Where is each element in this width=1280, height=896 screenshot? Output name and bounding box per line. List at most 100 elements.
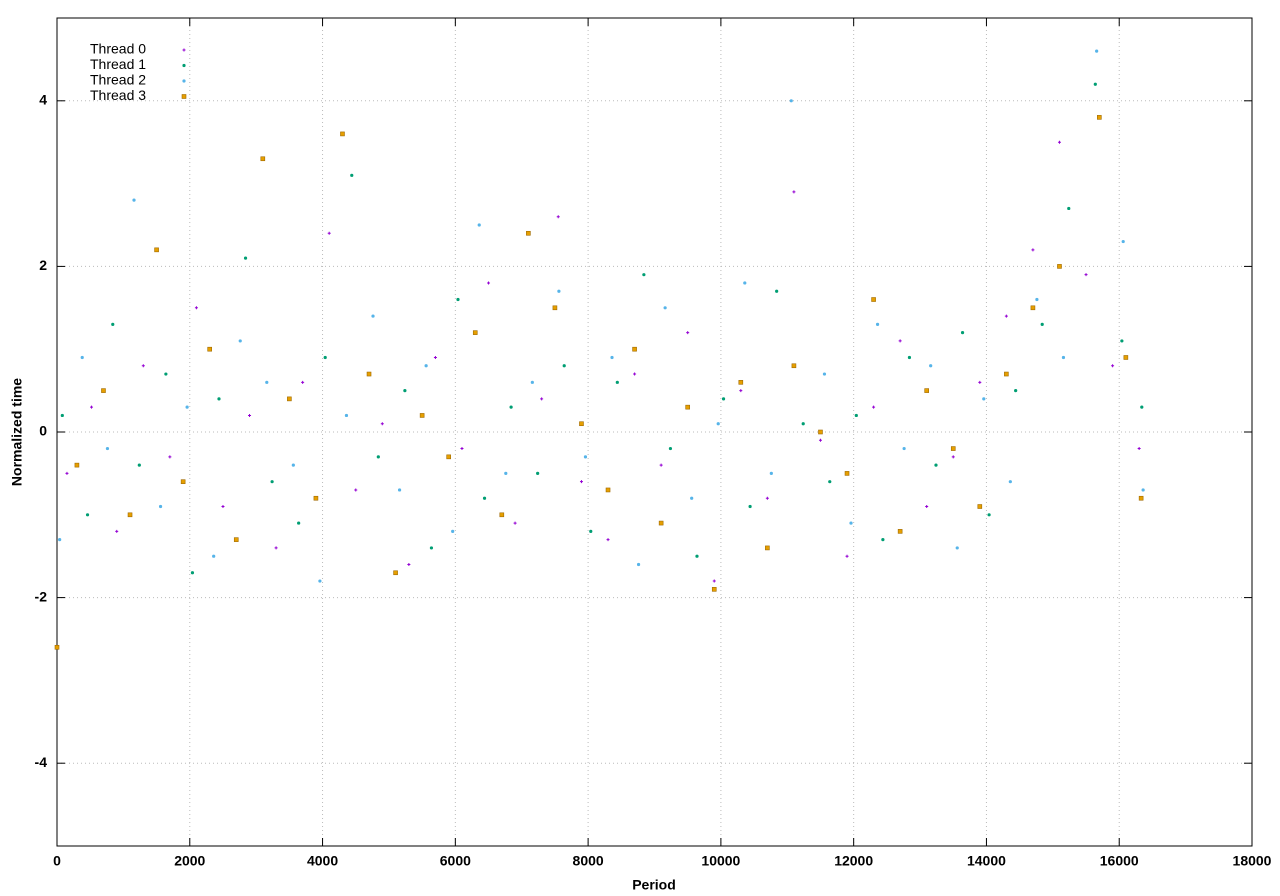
point [579,480,583,484]
point [690,496,694,500]
point [1141,488,1145,492]
point [562,364,566,368]
point [340,131,345,137]
point [1030,305,1036,311]
point [397,488,402,492]
point [504,471,508,475]
point [739,389,743,393]
point [765,496,769,500]
point [606,538,610,542]
point [85,513,90,517]
point [716,422,720,426]
point [513,521,517,525]
point [872,405,876,409]
y-tick-label: -4 [35,754,48,770]
point [556,215,560,219]
point [1004,314,1008,318]
point [403,389,407,393]
point [950,446,956,451]
plot-frame [56,17,1253,847]
point [115,529,119,533]
point [141,364,145,368]
point [557,289,561,293]
point [1035,297,1039,302]
x-tick-label: 10000 [701,853,740,869]
point [828,480,832,484]
point [789,99,793,103]
x-tick-label: 4000 [307,853,338,869]
point [801,422,805,426]
point [1061,355,1066,360]
point [818,429,823,435]
point [323,355,327,360]
point [509,405,513,409]
point [472,330,478,335]
point [287,396,292,402]
point [291,463,295,467]
x-tick-label: 12000 [834,853,873,869]
point [424,364,428,368]
point [711,587,717,592]
point [137,463,141,467]
point [792,190,796,194]
x-tick-label: 18000 [1233,853,1272,869]
point [1067,206,1071,211]
point [185,405,189,409]
point [818,438,822,442]
point [487,281,491,285]
point [344,413,349,418]
legend-marker [182,48,186,52]
point [260,156,266,162]
point [164,372,168,376]
legend-label: Thread 3 [90,87,146,103]
point [265,380,269,384]
x-tick-label: 6000 [440,853,471,869]
point [536,471,540,475]
point [822,372,827,376]
point [1057,140,1061,144]
point [579,421,584,427]
point [65,471,69,475]
legend-label: Thread 2 [90,72,146,88]
point [583,455,588,459]
point [248,413,252,417]
point [221,505,225,509]
point [127,512,133,518]
point [875,322,880,326]
point [1014,389,1018,393]
point [74,462,80,468]
point [477,223,481,227]
point [301,380,305,384]
legend-marker [182,79,186,83]
point [659,463,663,467]
point [844,471,850,476]
point [636,562,641,567]
point [663,306,667,310]
point [446,454,451,460]
point [80,355,84,360]
point [526,230,531,236]
point [897,529,903,534]
point [243,256,248,260]
point [460,447,464,451]
point [982,397,986,401]
point [451,529,455,533]
point [270,480,274,484]
point [907,355,912,360]
point [712,579,716,583]
point [925,505,929,509]
point [881,538,885,542]
point [60,413,64,418]
point [769,471,773,475]
point [1121,239,1125,244]
x-tick-label: 2000 [174,853,205,869]
point [1008,480,1012,484]
point [955,546,959,550]
point [499,512,505,518]
point [238,339,242,343]
y-tick-label: 0 [39,423,47,439]
point [58,538,62,542]
point [190,571,195,575]
point [871,297,876,302]
